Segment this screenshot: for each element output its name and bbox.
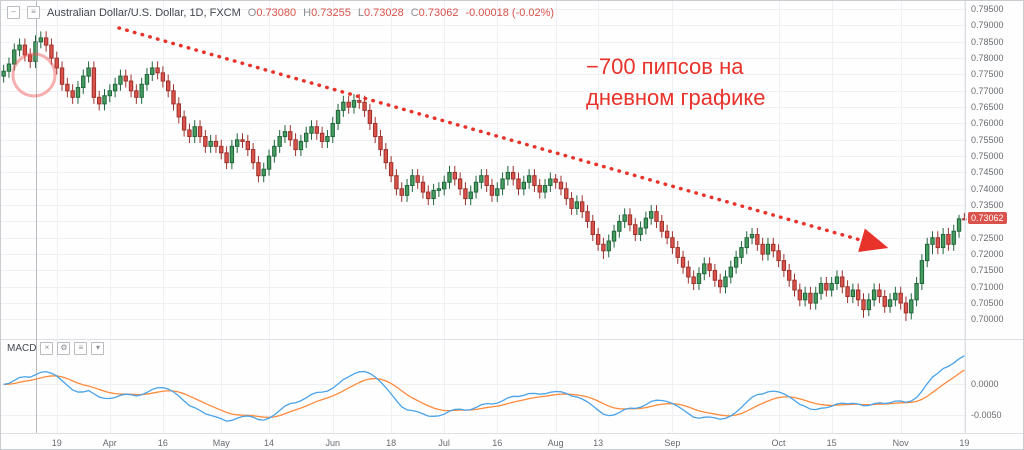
- price-axis-label: 0.71500: [971, 265, 1004, 276]
- price-axis-label: 0.78000: [971, 53, 1004, 64]
- price-axis-label: 0.70500: [971, 298, 1004, 309]
- time-axis-label: Aug: [547, 438, 564, 448]
- indicator-close-icon[interactable]: ×: [40, 342, 54, 355]
- price-axis-label: 0.76000: [971, 118, 1004, 129]
- price-axis-label: 0.79000: [971, 20, 1004, 31]
- time-axis-label: 13: [593, 438, 604, 448]
- text-annotation[interactable]: −700 пипсов на дневном графике: [586, 51, 766, 113]
- text-annotation-line2: дневном графике: [586, 85, 766, 110]
- time-axis-label: 19: [959, 438, 970, 448]
- close-value: 0.73062: [418, 6, 459, 19]
- time-axis-label: 15: [826, 438, 837, 448]
- low-value: 0.73028: [363, 6, 404, 19]
- open-value: 0.73080: [256, 6, 297, 19]
- price-axis-label: 0.74500: [971, 167, 1004, 178]
- indicator-label[interactable]: MACD: [7, 343, 37, 354]
- text-annotation-line1: −700 пипсов на: [586, 54, 744, 79]
- price-axis-label: 0.75500: [971, 134, 1004, 145]
- pane-separator[interactable]: [1, 339, 1023, 340]
- time-axis-label: 16: [492, 438, 503, 448]
- high-label: H: [303, 6, 312, 19]
- time-axis-label: 18: [386, 438, 397, 448]
- macd-axis-label: -0.0050: [971, 409, 1002, 420]
- indicator-more-icon[interactable]: ▾: [91, 342, 105, 355]
- price-axis[interactable]: 0.73062 0.79500 0.79000 0.78500 0.78000 0.77…: [965, 1, 1023, 433]
- price-axis-label: 0.77500: [971, 69, 1004, 80]
- time-axis-label: Nov: [892, 438, 909, 448]
- crosshair-vertical-line: [36, 1, 37, 433]
- time-axis-label: Oct: [771, 438, 786, 448]
- symbol-title[interactable]: Australian Dollar/U.S. Dollar, 1D, FXCM: [47, 6, 241, 19]
- time-axis-label: 16: [157, 438, 168, 448]
- price-axis-label: 0.79500: [971, 4, 1004, 15]
- macd-axis-label: 0.0000: [971, 379, 999, 390]
- ohlc-values: O0.73080 H0.73255 L0.73028 C0.73062 -0.0…: [248, 7, 554, 19]
- close-label: C: [410, 6, 419, 19]
- price-axis-label: 0.72000: [971, 249, 1004, 260]
- time-axis-label: 14: [264, 438, 275, 448]
- price-chart-canvas[interactable]: [1, 1, 967, 433]
- price-axis-label: 0.71000: [971, 281, 1004, 292]
- indicator-source-icon[interactable]: ≡: [74, 342, 88, 355]
- last-price-badge: 0.73062: [968, 212, 1007, 225]
- chart-layout-icon[interactable]: ≡: [27, 6, 40, 19]
- price-axis-label: 0.76500: [971, 102, 1004, 113]
- price-axis-label: 0.72500: [971, 232, 1004, 243]
- price-axis-label: 0.73500: [971, 200, 1004, 211]
- change-value: -0.00018 (-0.02%): [465, 6, 555, 19]
- price-axis-label: 0.75000: [971, 151, 1004, 162]
- indicator-settings-icon[interactable]: ⚙: [57, 342, 71, 355]
- price-axis-label: 0.74000: [971, 183, 1004, 194]
- price-axis-label: 0.78500: [971, 36, 1004, 47]
- time-axis-label: Jul: [438, 438, 450, 448]
- open-label: O: [247, 6, 257, 19]
- time-axis-label: Jun: [325, 438, 340, 448]
- high-value: 0.73255: [311, 6, 351, 19]
- time-axis-label: Sep: [664, 438, 681, 448]
- time-axis-label: May: [212, 438, 230, 448]
- indicator-header: MACD × ⚙ ≡ ▾: [7, 342, 105, 355]
- time-axis[interactable]: 05 Mar '18 19Apr16May14Jun18Jul16Aug13Se…: [1, 433, 1023, 449]
- price-axis-label: 0.77000: [971, 85, 1004, 96]
- price-axis-label: 0.70000: [971, 314, 1004, 325]
- time-axis-label: Apr: [102, 438, 117, 448]
- time-axis-label: 19: [51, 438, 62, 448]
- low-label: L: [357, 6, 364, 19]
- collapse-pane-icon[interactable]: –: [7, 6, 20, 19]
- chart-header: – ≡ Australian Dollar/U.S. Dollar, 1D, F…: [7, 6, 554, 19]
